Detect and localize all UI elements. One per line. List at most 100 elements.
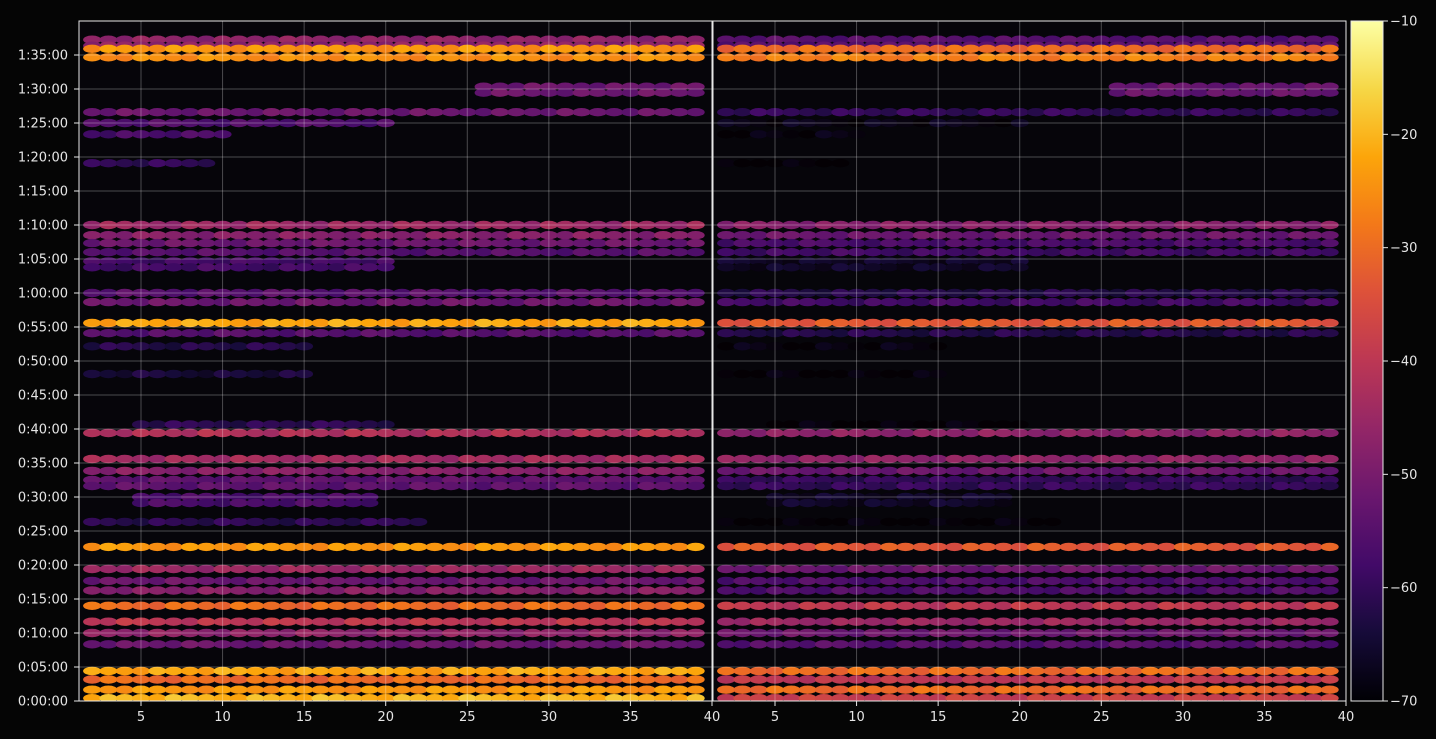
panel-left bbox=[78, 20, 713, 702]
cell-left-34-11 bbox=[229, 666, 248, 676]
cell-left-12-9 bbox=[197, 257, 216, 266]
cell-left-23-24-1 bbox=[442, 481, 460, 491]
cell-right-1-37 bbox=[1288, 44, 1307, 53]
cell-left-31-24 bbox=[442, 617, 460, 626]
cell-left-0-39 bbox=[686, 35, 705, 44]
cell-right-16-35 bbox=[1255, 329, 1274, 338]
cell-right-25-2 bbox=[717, 517, 736, 527]
cell-right-22-11 bbox=[863, 466, 882, 476]
cell-left-23-10-1 bbox=[213, 481, 232, 491]
cell-left-31-35 bbox=[621, 617, 640, 626]
cell-left-22-8 bbox=[180, 466, 199, 476]
cell-right-31-27 bbox=[1124, 617, 1143, 626]
cell-left-37-18 bbox=[344, 694, 363, 701]
cell-left-2-34 bbox=[605, 53, 624, 62]
cell-left-14-17 bbox=[327, 297, 346, 307]
cell-right-28-10 bbox=[847, 576, 866, 586]
cell-left-13-34 bbox=[605, 288, 624, 298]
cell-right-8-29 bbox=[1157, 220, 1176, 230]
cell-right-2-2 bbox=[717, 53, 736, 62]
cell-left-1-37 bbox=[654, 44, 673, 53]
cell-left-9-39 bbox=[686, 231, 705, 240]
cell-left-16-36 bbox=[637, 329, 656, 338]
cell-left-13-31 bbox=[556, 288, 575, 298]
cell-left-30-17 bbox=[327, 601, 346, 610]
cell-right-12-19 bbox=[994, 257, 1013, 266]
cell-right-36-32 bbox=[1206, 685, 1225, 694]
cell-left-10-18 bbox=[344, 238, 363, 248]
cell-left-31-23 bbox=[425, 617, 444, 626]
cell-right-27-21 bbox=[1027, 564, 1045, 574]
cell-right-15-38 bbox=[1304, 318, 1323, 328]
cell-left-6-4 bbox=[115, 130, 134, 139]
cell-left-14-33 bbox=[588, 297, 607, 307]
cell-left-36-32 bbox=[572, 685, 591, 694]
cell-right-9-27 bbox=[1124, 231, 1143, 240]
cell-right-30-17 bbox=[961, 601, 980, 610]
cell-left-29-36 bbox=[637, 586, 656, 595]
cell-right-0-16 bbox=[945, 35, 964, 44]
cell-left-26-21 bbox=[393, 542, 411, 552]
cell-right-23-11 bbox=[863, 475, 882, 485]
cell-left-20-23 bbox=[425, 428, 444, 438]
cell-left-10-31 bbox=[556, 238, 575, 248]
cell-right-8-3 bbox=[733, 220, 752, 230]
cell-right-28-13 bbox=[896, 576, 915, 586]
cell-left-23-26-1 bbox=[474, 481, 493, 491]
cell-right-10-25 bbox=[1092, 238, 1111, 248]
cell-right-15-5 bbox=[766, 318, 784, 328]
cell-left-11-3 bbox=[99, 248, 118, 257]
cell-left-24-10-1 bbox=[213, 498, 232, 508]
cell-right-5-3 bbox=[733, 118, 752, 128]
cell-right-25-5 bbox=[766, 517, 784, 527]
cell-right-36-22 bbox=[1043, 685, 1062, 694]
cell-right-28-4 bbox=[749, 576, 768, 586]
cell-right-4-18 bbox=[978, 108, 997, 117]
cell-right-28-14 bbox=[912, 576, 931, 586]
cell-left-0-29 bbox=[523, 35, 542, 44]
cell-right-2-5 bbox=[766, 53, 784, 62]
cell-left-36-28 bbox=[507, 685, 526, 694]
cell-left-4-34 bbox=[605, 108, 624, 117]
cell-right-1-6 bbox=[782, 44, 801, 53]
cell-right-13-19 bbox=[994, 288, 1013, 298]
cell-right-30-27 bbox=[1124, 601, 1143, 610]
cell-right-37-26 bbox=[1108, 694, 1127, 701]
cell-right-5-8 bbox=[814, 118, 833, 128]
cell-left-35-23 bbox=[425, 675, 444, 684]
cell-right-2-20 bbox=[1010, 53, 1029, 62]
cell-left-6-3 bbox=[99, 130, 118, 139]
cell-right-1-15 bbox=[929, 44, 948, 53]
cell-right-12-13 bbox=[896, 257, 915, 266]
cell-right-18-13 bbox=[896, 369, 915, 379]
cell-left-28-33 bbox=[588, 576, 607, 586]
cell-left-23-35 bbox=[621, 475, 640, 485]
cell-left-14-31 bbox=[556, 297, 575, 307]
cell-left-4-3 bbox=[99, 108, 118, 117]
cell-left-18-7 bbox=[164, 369, 183, 379]
cell-left-30-29 bbox=[523, 601, 542, 610]
cell-right-33-8 bbox=[814, 640, 833, 649]
cell-right-2-25 bbox=[1092, 53, 1111, 62]
cell-right-29-17 bbox=[961, 586, 980, 595]
y-tick-label: 1:00:00 bbox=[18, 287, 68, 302]
cell-right-10-5 bbox=[766, 238, 784, 248]
cell-left-11-39 bbox=[686, 248, 705, 257]
cell-left-30-4 bbox=[115, 601, 134, 610]
cell-right-4-37 bbox=[1288, 108, 1307, 117]
cell-left-10-27 bbox=[490, 238, 509, 248]
cell-right-0-33 bbox=[1222, 35, 1241, 44]
cell-left-28-4 bbox=[115, 576, 134, 586]
cell-right-14-31 bbox=[1190, 297, 1209, 307]
cell-right-32-18 bbox=[978, 628, 997, 638]
cell-left-32-25 bbox=[458, 628, 477, 638]
cell-right-34-16 bbox=[945, 666, 964, 676]
cell-left-25-12 bbox=[246, 517, 265, 527]
cell-left-8-35 bbox=[621, 220, 640, 230]
cell-right-1-14 bbox=[912, 44, 931, 53]
cell-left-31-3 bbox=[99, 617, 118, 626]
cell-left-1-38 bbox=[670, 44, 689, 53]
cell-left-2-6 bbox=[148, 53, 167, 62]
cell-right-6-4 bbox=[749, 130, 768, 139]
cell-left-15-16 bbox=[311, 318, 330, 328]
